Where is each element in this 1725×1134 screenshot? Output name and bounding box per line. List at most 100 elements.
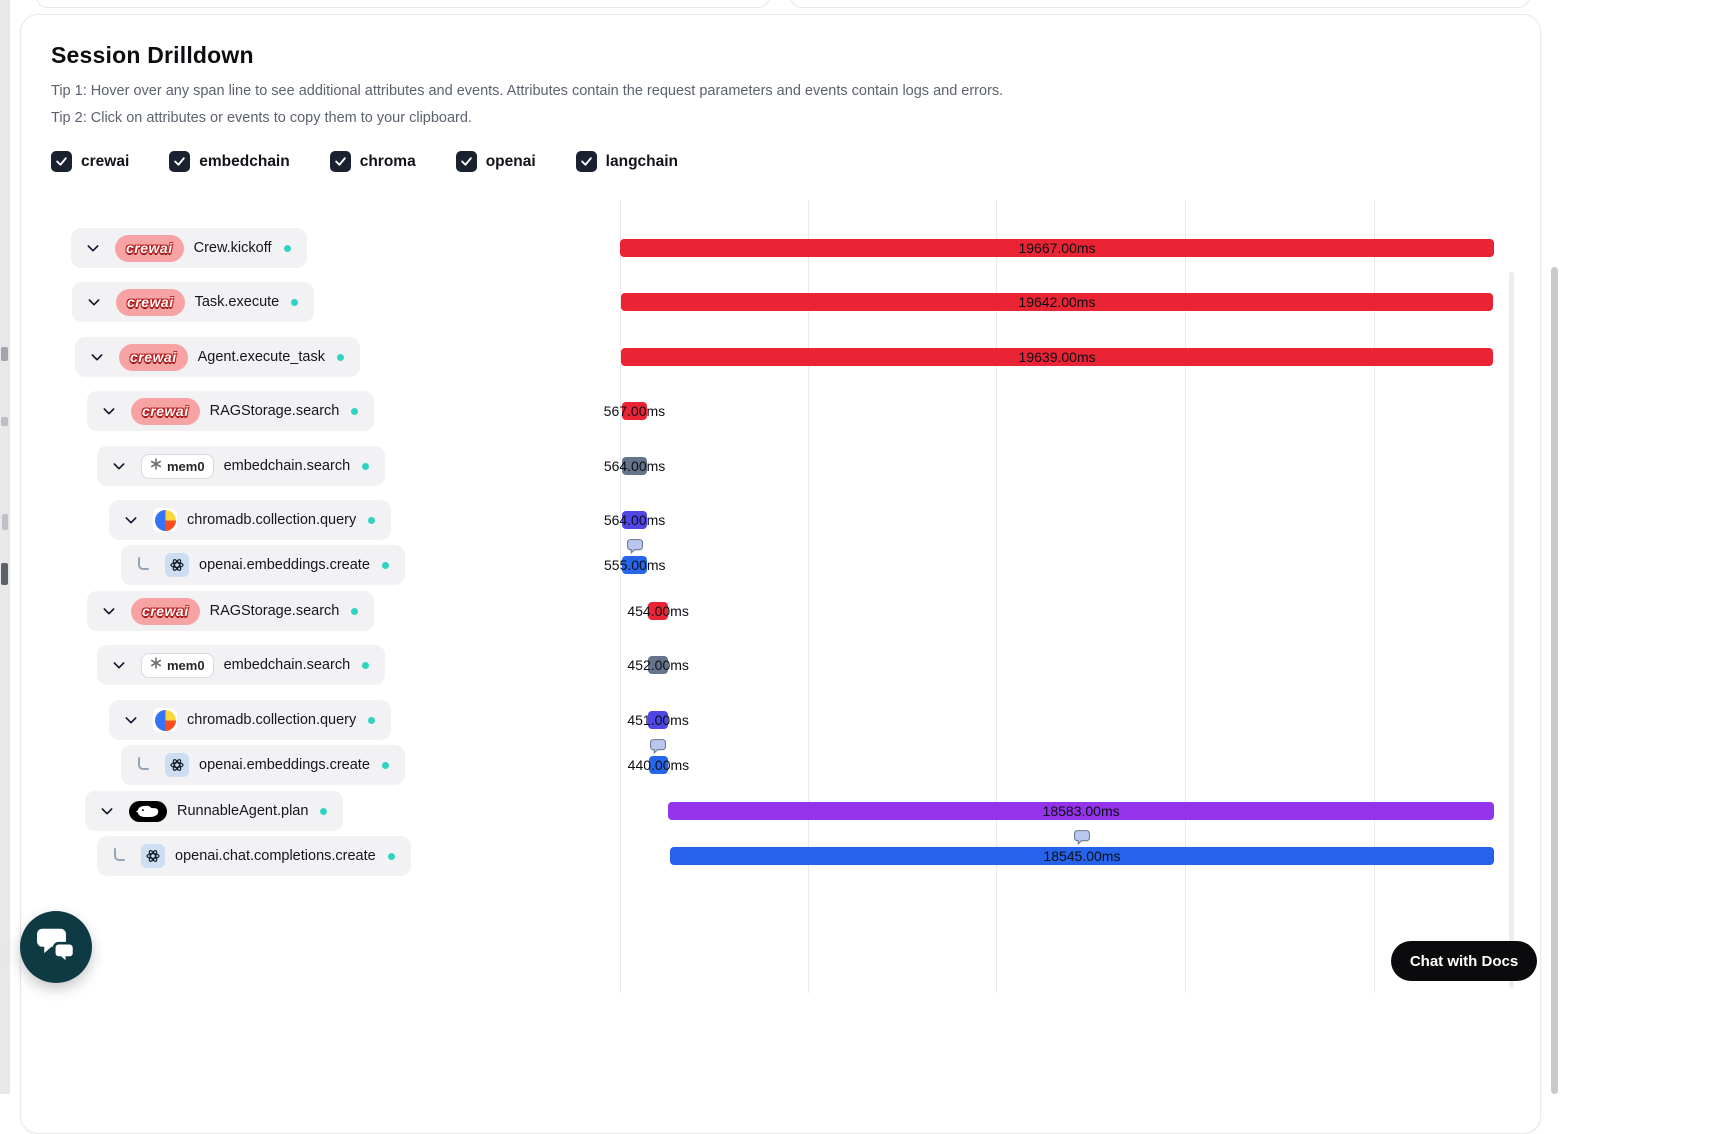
checkbox-checked-icon[interactable] [575,151,597,172]
openai-logo-icon [141,844,165,868]
span-name: openai.chat.completions.create [175,848,376,864]
trace-row: openai.embeddings.create 440.00ms [0,739,1725,791]
span-label-group[interactable]: openai.embeddings.create [121,745,405,785]
span-name: embedchain.search [223,657,351,673]
span-duration: 451.00ms [627,712,689,728]
chevron-down-icon[interactable] [81,236,105,260]
span-label-group[interactable]: RunnableAgent.plan [85,791,344,831]
span-bar[interactable]: 564.00ms [604,511,665,529]
mem0-logo-badge: mem0 [141,652,214,678]
mem0-asterisk-icon [150,656,162,674]
span-bar[interactable]: 454.00ms [627,602,689,620]
span-bar[interactable]: 19642.00ms [620,293,1494,311]
span-label-group[interactable]: crewai Crew.kickoff [71,228,307,268]
span-label-group[interactable]: chromadb.collection.query [109,700,392,740]
checkbox-checked-icon[interactable] [455,151,477,172]
chevron-down-icon[interactable] [97,599,121,623]
trace-row: chromadb.collection.query 564.00ms [0,500,1725,546]
chevron-down-icon[interactable] [97,399,121,423]
span-label-group[interactable]: crewai RAGStorage.search [87,591,375,631]
span-name: Agent.execute_task [197,349,325,365]
chevron-down-icon[interactable] [119,508,143,532]
span-label-group[interactable]: crewai RAGStorage.search [87,391,375,431]
trace-row: mem0 embedchain.search 564.00ms [0,446,1725,492]
event-bubble-icon[interactable] [626,538,644,555]
span-bar[interactable]: 18545.00ms [669,847,1494,865]
library-filters: crewai embedchain chroma openai langchai… [51,151,678,172]
event-bubble-icon[interactable] [649,738,667,755]
chevron-down-icon[interactable] [107,653,131,677]
span-name: RAGStorage.search [209,403,340,419]
chat-with-docs-button[interactable]: Chat with Docs [1391,941,1537,981]
tree-elbow-connector-icon [107,844,131,868]
trace-panel-scrollbar[interactable] [1509,272,1514,988]
tip-2-text: Tip 2: Click on attributes or events to … [51,110,472,126]
span-bar[interactable]: 567.00ms [604,402,665,420]
chevron-down-icon[interactable] [119,708,143,732]
status-dot [320,807,328,815]
checkbox-checked-icon[interactable] [169,151,191,172]
trace-row: crewai Agent.execute_task 19639.00ms [0,337,1725,383]
tree-elbow-connector-icon [131,753,155,777]
chevron-down-icon[interactable] [107,454,131,478]
status-dot [351,607,359,615]
span-duration: 564.00ms [603,512,666,528]
span-name: RunnableAgent.plan [177,803,309,819]
span-bar[interactable]: 555.00ms [604,556,665,574]
span-bar[interactable]: 451.00ms [627,711,689,729]
chevron-down-icon[interactable] [95,799,119,823]
event-bubble-icon[interactable] [1073,829,1091,846]
crewai-logo-text: crewai [142,403,189,419]
chat-widget-button[interactable] [20,911,92,983]
crewai-logo-badge: crewai [131,397,200,425]
span-label-group[interactable]: chromadb.collection.query [109,500,392,540]
checkbox-checked-icon[interactable] [329,151,351,172]
page-title: Session Drilldown [51,42,254,68]
checkbox-checked-icon[interactable] [51,151,72,172]
span-bar[interactable]: 18583.00ms [668,802,1494,820]
gridline [1185,200,1186,993]
span-label-group[interactable]: crewai Task.execute [72,282,315,322]
span-bar[interactable]: 19639.00ms [620,348,1494,366]
trace-row: RunnableAgent.plan 18583.00ms [0,791,1725,837]
filter-openai[interactable]: openai [455,151,536,172]
status-dot [381,561,389,569]
span-label-group[interactable]: mem0 embedchain.search [97,446,386,486]
mem0-logo-badge: mem0 [141,453,214,479]
status-dot [336,353,344,361]
openai-logo-icon [165,753,189,777]
status-dot [362,462,370,470]
span-label-group[interactable]: openai.chat.completions.create [97,836,411,876]
span-bar[interactable]: 440.00ms [628,756,689,774]
filter-langchain[interactable]: langchain [575,151,678,172]
crewai-logo-badge: crewai [116,288,185,316]
filter-crewai[interactable]: crewai [51,151,129,172]
filter-chroma[interactable]: chroma [329,151,416,172]
span-bar[interactable]: 452.00ms [627,656,689,674]
span-label-group[interactable]: openai.embeddings.create [121,545,405,585]
span-bar[interactable]: 564.00ms [604,457,665,475]
span-name: chromadb.collection.query [187,512,357,528]
trace-row: openai.embeddings.create 555.00ms [0,539,1725,591]
openai-logo-icon [165,553,189,577]
span-bar[interactable]: 19667.00ms [620,239,1494,257]
filter-label: crewai [81,152,130,170]
filter-embedchain[interactable]: embedchain [169,151,290,172]
crewai-logo-badge: crewai [131,597,200,625]
gridline [996,200,997,993]
span-duration: 567.00ms [603,403,666,419]
crewai-logo-text: crewai [142,603,189,619]
span-label-group[interactable]: mem0 embedchain.search [97,645,386,685]
span-name: RAGStorage.search [209,603,340,619]
chevron-down-icon[interactable] [85,345,109,369]
mem0-asterisk-icon [150,457,162,475]
page-scrollbar[interactable] [1551,267,1558,1094]
span-label-group[interactable]: crewai Agent.execute_task [75,337,360,377]
span-duration: 18545.00ms [1043,848,1121,864]
filter-label: chroma [359,152,416,170]
chat-bubbles-icon [35,926,77,969]
chevron-down-icon[interactable] [82,290,106,314]
left-strip-glyph [2,514,8,530]
status-dot [362,661,370,669]
chroma-logo-circle [154,709,176,731]
